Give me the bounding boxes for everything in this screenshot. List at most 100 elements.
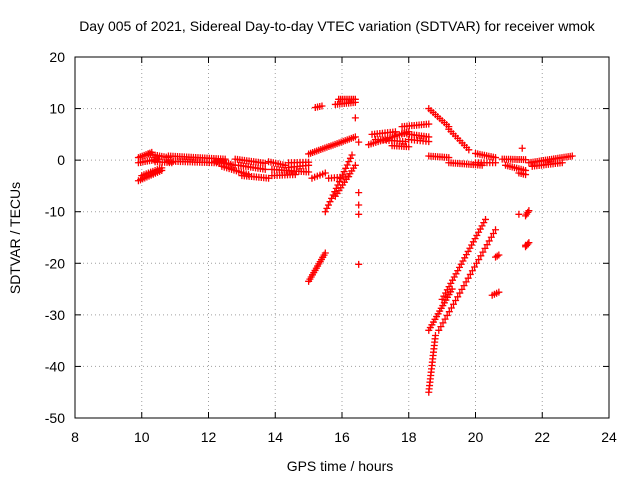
data-point (522, 171, 530, 179)
data-point (461, 254, 469, 262)
data-point (435, 326, 443, 334)
data-point (443, 311, 451, 319)
data-point (482, 215, 490, 223)
x-tick-label: 10 (134, 429, 150, 445)
x-tick-label: 16 (334, 429, 350, 445)
data-point (340, 168, 348, 176)
data-point (450, 273, 458, 281)
y-tick-label: -40 (45, 358, 65, 374)
data-point (454, 267, 462, 275)
data-point (457, 260, 465, 268)
data-point (466, 270, 474, 278)
data-point (261, 159, 269, 167)
y-tick-label: -20 (45, 255, 65, 271)
data-point (478, 222, 486, 230)
data-point (515, 210, 523, 218)
data-point (558, 159, 566, 167)
data-point (291, 171, 299, 179)
data-point (471, 235, 479, 243)
data-point (522, 241, 530, 249)
data-point (473, 231, 481, 239)
y-tick-label: 0 (57, 152, 65, 168)
data-point (425, 120, 433, 128)
y-tick-label: 10 (49, 101, 65, 117)
data-point (447, 304, 455, 312)
data-point (345, 173, 353, 181)
data-point (479, 248, 487, 256)
data-point (439, 319, 447, 327)
data-point (318, 102, 326, 110)
data-point (261, 165, 269, 173)
data-point (452, 297, 460, 305)
data-point (405, 143, 413, 151)
data-point (343, 161, 351, 169)
data-point (469, 238, 477, 246)
data-point (431, 331, 439, 339)
y-axis-label: SDTVAR / TECUs (7, 182, 23, 294)
data-point (445, 308, 453, 316)
data-point (473, 259, 481, 267)
y-tick-label: -30 (45, 307, 65, 323)
plot-frame (74, 56, 610, 419)
data-point (492, 159, 500, 167)
x-tick-label: 12 (201, 429, 217, 445)
data-point (351, 133, 359, 141)
data-point (492, 226, 500, 234)
data-point (481, 244, 489, 252)
data-point (454, 293, 462, 301)
data-point (425, 138, 433, 146)
data-point (459, 257, 467, 265)
data-point (355, 260, 363, 268)
data-point (441, 315, 449, 323)
data-point (480, 219, 488, 227)
data-point (493, 252, 501, 260)
data-point (305, 168, 313, 176)
data-point (525, 207, 533, 215)
data-point (342, 164, 350, 172)
data-point (351, 114, 359, 122)
data-point (568, 152, 576, 160)
data-point (351, 98, 359, 106)
grid (75, 57, 609, 418)
x-axis-label: GPS time / hours (287, 458, 394, 474)
data-point (483, 241, 491, 249)
data-point (475, 256, 483, 264)
data-point (464, 247, 472, 255)
data-point (462, 278, 470, 286)
data-point (168, 159, 176, 167)
data-point (323, 204, 331, 212)
data-point (321, 249, 329, 257)
data-point (305, 161, 313, 169)
x-tick-label: 18 (401, 429, 417, 445)
data-point (477, 252, 485, 260)
data-point (489, 229, 497, 237)
data-point (476, 225, 484, 233)
data-point (345, 158, 353, 166)
data-point (355, 189, 363, 197)
data-point (437, 323, 445, 331)
axis-ticks: 8 10 12 14 16 18 20 22 24 -50 -40 -30 -20 -10 0 10 20 (45, 49, 617, 445)
data-point (321, 169, 329, 177)
data-point (221, 155, 229, 163)
data-point (466, 244, 474, 252)
data-point (495, 288, 503, 296)
data-point (460, 282, 468, 290)
y-tick-label: 20 (49, 49, 65, 65)
data-point (475, 228, 483, 236)
data-point (326, 198, 334, 206)
x-tick-label: 14 (267, 429, 283, 445)
data-point (355, 201, 363, 209)
data-markers (134, 95, 576, 396)
data-point (485, 237, 493, 245)
data-point (328, 194, 336, 202)
data-point (391, 128, 399, 136)
data-point (355, 210, 363, 218)
chart-title: Day 005 of 2021, Sidereal Day-to-day VTE… (79, 18, 596, 34)
data-point (449, 300, 457, 308)
data-point (522, 156, 530, 164)
data-point (321, 208, 329, 216)
data-point (355, 138, 363, 146)
x-tick-label: 8 (71, 429, 79, 445)
data-point (464, 274, 472, 282)
